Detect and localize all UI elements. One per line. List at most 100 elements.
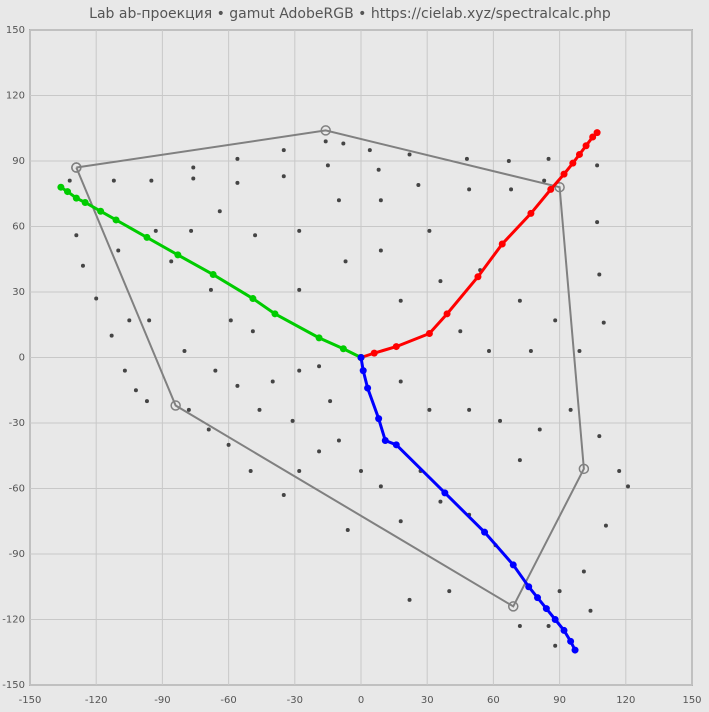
scatter-point <box>281 148 286 153</box>
scatter-point <box>359 469 363 474</box>
scatter-point <box>169 259 174 264</box>
scatter-point <box>341 141 346 146</box>
scatter-point <box>250 329 255 334</box>
scatter-point <box>458 329 463 334</box>
point <box>560 626 568 634</box>
x-tick-label: 0 <box>358 695 364 706</box>
scatter-point <box>517 458 522 463</box>
point <box>554 181 565 193</box>
scatter-point <box>378 198 383 203</box>
scatter-point <box>111 178 116 183</box>
scatter-point <box>297 469 302 474</box>
point <box>392 343 400 351</box>
scatter-point <box>581 569 586 574</box>
scatter-point <box>467 407 472 412</box>
y-tick-label: -120 <box>2 615 25 626</box>
scatter-point <box>407 597 412 602</box>
scatter-point <box>257 407 262 412</box>
scatter-point <box>617 469 622 474</box>
scatter-point <box>537 427 542 432</box>
scatter-point <box>206 427 211 432</box>
scatter-point <box>281 174 286 179</box>
scatter-point <box>577 348 582 353</box>
x-tick-label: 30 <box>421 695 434 706</box>
scatter-point <box>182 348 187 353</box>
point <box>271 310 279 318</box>
scatter-point <box>438 279 443 284</box>
scatter-point <box>213 368 218 373</box>
scatter-point <box>133 388 138 393</box>
x-tick-label: -120 <box>85 695 108 706</box>
scatter-point <box>147 318 152 323</box>
scatter-point <box>343 259 348 264</box>
y-tick-label: 150 <box>6 25 25 36</box>
point <box>381 436 389 444</box>
scatter-point <box>345 527 350 532</box>
scatter-point <box>336 198 341 203</box>
scatter-point <box>597 272 602 277</box>
y-tick-label: -30 <box>9 418 25 429</box>
scatter-point <box>553 318 558 323</box>
scatter-point <box>517 624 522 629</box>
point <box>339 345 347 353</box>
scatter-point <box>191 165 196 170</box>
scatter-point <box>597 434 602 439</box>
point <box>72 194 80 202</box>
scatter-point <box>297 368 302 373</box>
scatter-point <box>153 228 158 233</box>
series-line <box>75 129 585 608</box>
scatter-point <box>464 156 469 161</box>
scatter-point <box>122 368 127 373</box>
scatter-point <box>546 624 551 629</box>
point <box>357 354 365 361</box>
scatter-point <box>595 220 600 225</box>
y-tick-label: 60 <box>12 222 25 233</box>
scatter-point <box>297 228 302 233</box>
scatter-point <box>568 407 573 412</box>
scatter-point <box>217 209 222 214</box>
scatter-point <box>467 187 472 192</box>
scatter-point <box>398 519 403 524</box>
point <box>509 561 517 569</box>
y-tick-label: 0 <box>19 353 25 364</box>
scatter-point <box>517 298 522 303</box>
scatter-point <box>248 469 253 474</box>
scatter-point <box>416 183 421 188</box>
point <box>575 150 583 158</box>
point <box>249 295 257 303</box>
scatter-point <box>297 287 302 292</box>
scatter-point <box>80 263 85 268</box>
point <box>525 583 533 591</box>
scatter-point <box>398 298 403 303</box>
point <box>64 188 72 196</box>
scatter-point <box>208 287 213 292</box>
point <box>359 367 367 375</box>
scatter-point <box>290 418 295 423</box>
y-tick-label: -60 <box>9 484 25 495</box>
scatter-point <box>235 180 240 185</box>
y-tick-label: -150 <box>2 680 25 691</box>
scatter-point <box>427 228 432 233</box>
point <box>112 216 120 224</box>
scatter-point <box>447 589 452 594</box>
y-tick-label: 30 <box>12 287 25 298</box>
y-tick-label: -90 <box>9 549 25 560</box>
point <box>571 646 579 654</box>
scatter-point <box>542 178 547 183</box>
scatter-point <box>325 163 330 168</box>
scatter-point <box>191 176 196 181</box>
scatter-point <box>317 449 322 454</box>
point <box>534 594 542 602</box>
point <box>569 159 577 167</box>
point <box>593 129 601 137</box>
scatter-point <box>228 318 233 323</box>
scatter-point <box>127 318 132 323</box>
point <box>441 489 449 497</box>
scatter-point <box>67 178 72 183</box>
point <box>81 198 89 206</box>
point <box>542 605 550 613</box>
point <box>375 415 383 423</box>
x-tick-label: -90 <box>154 695 170 706</box>
scatter-point <box>235 383 240 388</box>
